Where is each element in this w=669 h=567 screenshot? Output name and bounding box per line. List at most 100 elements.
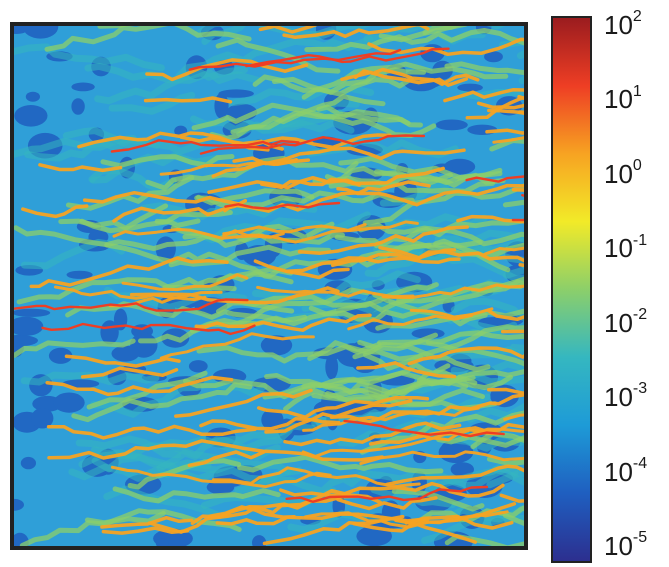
low-patch (450, 462, 474, 477)
ridge-line (71, 382, 253, 423)
ridge-line (84, 510, 166, 526)
ridge-line (112, 198, 248, 223)
ridge-line (307, 340, 424, 362)
ridge-line (110, 465, 332, 489)
ridge-line (256, 285, 415, 299)
low-patch (457, 83, 483, 92)
ridge-line (38, 163, 123, 173)
ridge-line (450, 297, 524, 321)
colorbar-tick-label: 10-4 (604, 455, 647, 484)
ridge-line (199, 134, 426, 155)
ridge-line (190, 494, 363, 526)
ridge-line (65, 175, 195, 211)
ridge-line (82, 190, 243, 207)
ridge-line (282, 26, 430, 40)
low-patch (14, 308, 51, 317)
low-patch (14, 105, 48, 127)
ridge-line (271, 67, 426, 95)
ridge-line (336, 183, 524, 207)
ridge-line (156, 427, 293, 472)
low-patch (155, 538, 169, 546)
ridge-line (347, 313, 474, 331)
ridge-line (343, 419, 505, 438)
ridge-line (174, 388, 313, 418)
ridge-line (245, 47, 450, 68)
ridge-line (14, 43, 165, 72)
ridge-line (304, 28, 524, 53)
low-patch (260, 335, 293, 356)
ridge-line (21, 204, 89, 219)
ridge-line (284, 256, 461, 274)
ridge-line (162, 266, 294, 290)
low-patch (218, 89, 254, 98)
ridge-line (328, 167, 503, 189)
ridge-line (509, 343, 524, 352)
ridge-line (47, 439, 266, 460)
ridge-line (215, 512, 430, 526)
ridge-line (340, 70, 469, 87)
ridge-line (297, 225, 469, 255)
ridge-line (14, 338, 136, 358)
ridge-line (14, 225, 217, 252)
ridge-line (103, 485, 220, 518)
tick-base: 10 (604, 307, 633, 338)
low-patch (484, 51, 503, 63)
ridge-line (112, 227, 285, 240)
colorbar-tick-label: 10-3 (604, 381, 647, 410)
ridge-line (486, 308, 524, 322)
ridge-line (194, 313, 372, 332)
ridge-line (394, 518, 478, 544)
ridge-line (223, 180, 431, 213)
tick-base: 10 (604, 158, 633, 189)
heatmap-field (10, 22, 528, 550)
tick-exponent: -2 (632, 306, 648, 324)
ridge-line (100, 154, 235, 169)
ridge-line (465, 175, 524, 183)
colorbar-tick-label: 10-2 (604, 307, 647, 338)
colorbar-tick-label: 10-1 (604, 231, 648, 264)
ridge-line (407, 346, 524, 366)
ridge-line (381, 283, 524, 299)
ridge-line (485, 128, 524, 135)
ridge-line (352, 502, 517, 533)
ridge-line (359, 450, 524, 466)
ridge-line (101, 526, 190, 535)
ridge-layer-2 (21, 26, 524, 546)
tick-exponent: -4 (632, 454, 648, 472)
ridge-line (41, 322, 256, 336)
ridge-line (316, 104, 423, 128)
ridge-line (75, 435, 182, 459)
ridge-line (191, 102, 411, 131)
ridge-line (190, 296, 415, 334)
colorbar-tick-label: 102 (604, 9, 642, 38)
colorbar (551, 16, 592, 563)
ridge-line (367, 37, 524, 57)
low-patch (356, 526, 392, 546)
tick-base: 10 (604, 233, 633, 264)
ridge-line (378, 26, 461, 43)
low-patch (31, 407, 54, 429)
ridge-line (416, 427, 524, 442)
ridge-line (264, 417, 341, 434)
ridge-line (283, 421, 462, 447)
ridge-line (378, 245, 524, 263)
tick-exponent: -1 (632, 231, 648, 249)
ridge-line (45, 375, 234, 397)
low-patch (48, 347, 73, 364)
ridge-line (450, 366, 524, 386)
ridge-line (416, 369, 524, 383)
ridge-line (234, 469, 438, 495)
ridge-line (396, 281, 524, 304)
low-patch (22, 26, 59, 39)
tick-exponent: -3 (632, 380, 648, 398)
ridge-line (391, 488, 485, 512)
ridge-line (46, 424, 257, 440)
ridge-line (253, 259, 350, 280)
ridge-line (108, 91, 196, 115)
ridge-line (499, 493, 524, 503)
ridge-line (110, 139, 300, 153)
low-patch (53, 392, 85, 413)
ridge-line (492, 136, 524, 144)
ridge-line (487, 108, 524, 116)
ridge-line (409, 307, 494, 319)
